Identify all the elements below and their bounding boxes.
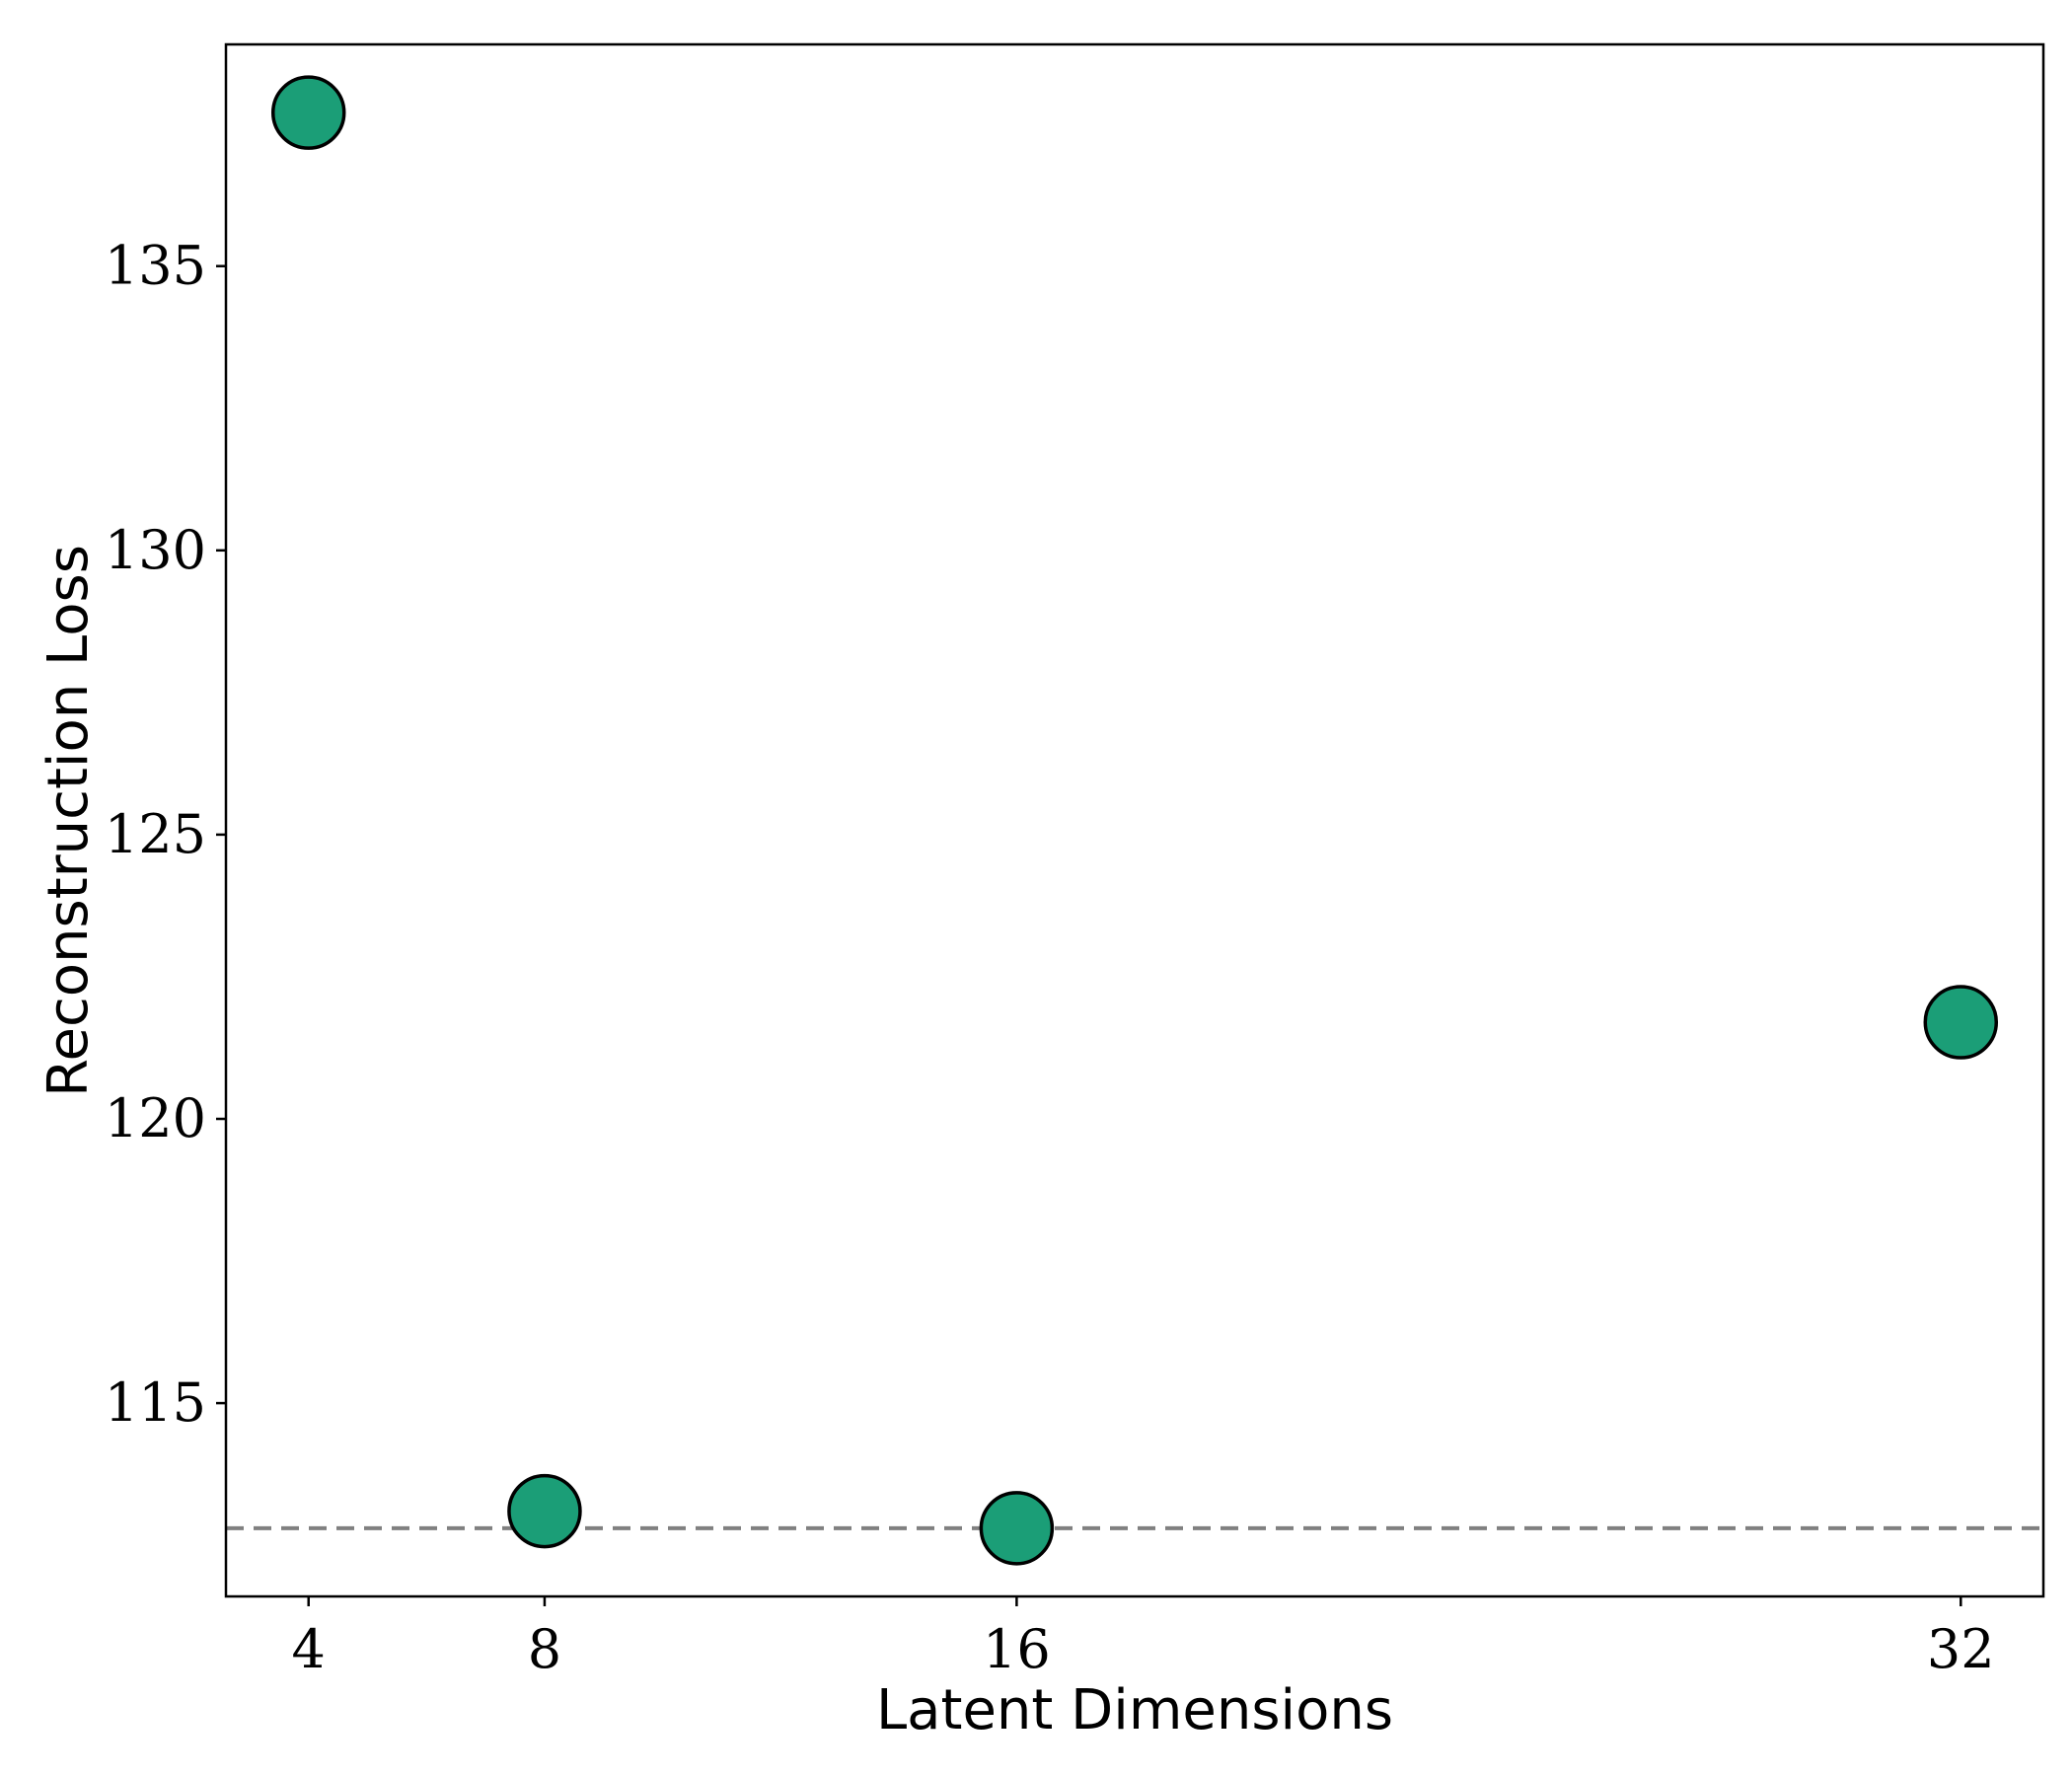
data-point: [270, 75, 346, 150]
y-tick-label: 135: [105, 235, 206, 297]
y-tick-label: 120: [105, 1087, 206, 1149]
x-tick-label: 32: [1927, 1618, 1995, 1680]
y-tick-label: 130: [105, 519, 206, 581]
data-point: [507, 1473, 582, 1549]
x-axis-label: Latent Dimensions: [876, 1678, 1393, 1742]
y-tick-label: 115: [105, 1371, 206, 1434]
data-point: [979, 1491, 1055, 1566]
plot-area: [226, 44, 2043, 1596]
y-axis-label: Reconstruction Loss: [37, 545, 101, 1097]
x-tick-label: 8: [528, 1618, 561, 1680]
x-axis-ticks: 4 8 16 32: [292, 1596, 1995, 1680]
y-tick-label: 125: [105, 803, 206, 865]
x-tick-label: 16: [983, 1618, 1051, 1680]
data-points: [270, 75, 1999, 1566]
x-tick-label: 4: [292, 1618, 326, 1680]
data-point: [1923, 985, 1999, 1060]
y-axis-ticks: 115 120 125 130 135: [105, 235, 226, 1434]
plot-frame: [224, 42, 2045, 1598]
